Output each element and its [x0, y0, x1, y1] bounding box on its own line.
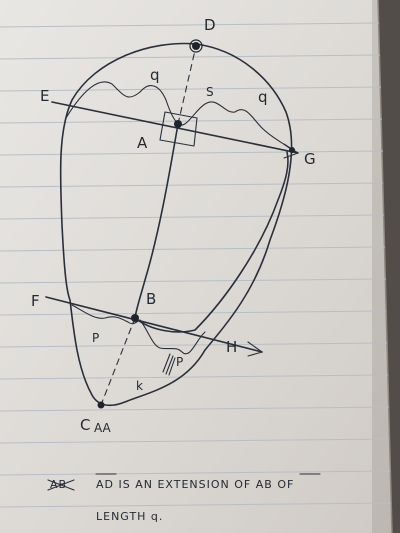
label-s: S: [206, 85, 214, 99]
arrow-h: [247, 341, 263, 357]
point-g: [289, 147, 295, 153]
line-e-g: [51, 101, 299, 154]
note-strike-2: [47, 479, 75, 491]
label-q-right: q: [258, 88, 268, 106]
point-d: [192, 42, 200, 50]
label-p-left: P: [92, 331, 99, 345]
note-line-2: LENGTH q.: [96, 510, 163, 523]
label-p-right: P: [176, 355, 183, 369]
arrow-g: [283, 143, 299, 159]
point-d-ring: [189, 39, 203, 53]
label-h: H: [226, 338, 237, 356]
point-a: [174, 120, 182, 128]
inner-loop: [134, 123, 289, 333]
label-b: B: [146, 290, 156, 308]
label-f: F: [31, 292, 40, 310]
point-b: [131, 314, 139, 322]
label-c: C: [80, 416, 90, 434]
hatch-mark: [162, 353, 176, 376]
wavy-curve-bottom: [71, 304, 206, 355]
right-angle-box-a: [159, 111, 198, 147]
point-c: [97, 401, 105, 409]
page-right-shadow: [372, 0, 400, 533]
note-line-1: AD IS AN EXTENSION OF AB OF: [96, 478, 294, 491]
line-f-h: [45, 296, 263, 353]
ruled-lines: [0, 22, 392, 508]
label-e: E: [40, 87, 49, 105]
label-k: k: [136, 379, 143, 393]
label-d: D: [204, 16, 216, 34]
page-edge: [377, 0, 393, 533]
label-q-left: q: [150, 66, 160, 84]
label-c-overstrike: AA: [94, 421, 112, 435]
label-a: A: [137, 134, 148, 152]
dashed-b-c: [100, 317, 136, 406]
outer-outline: [59, 42, 293, 407]
dashed-a-d: [177, 45, 197, 125]
label-g: G: [304, 150, 316, 168]
